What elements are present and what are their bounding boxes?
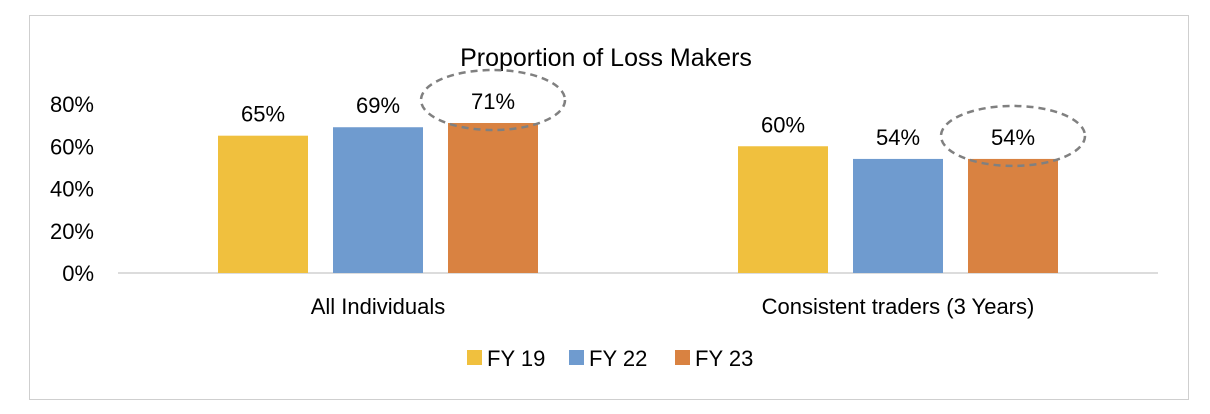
chart-title: Proportion of Loss Makers [460, 44, 752, 72]
data-label: 60% [761, 112, 805, 137]
legend-swatch [467, 350, 482, 365]
legend-swatch [675, 350, 690, 365]
data-label: 65% [241, 102, 285, 127]
y-tick-label: 20% [50, 219, 94, 244]
data-label: 54% [876, 125, 920, 150]
data-label: 71% [471, 89, 515, 114]
bar [968, 158, 1058, 273]
data-label: 69% [356, 93, 400, 118]
legend-swatch [569, 350, 584, 365]
y-tick-label: 40% [50, 177, 94, 202]
bar [448, 123, 538, 273]
bar [333, 127, 423, 273]
x-category-label: Consistent traders (3 Years) [762, 294, 1035, 319]
highlight-ellipse [419, 68, 567, 132]
legend-label: FY 19 [487, 346, 545, 371]
y-axis: 0% 20% 40% 60% 80% [50, 92, 94, 286]
bar [218, 135, 308, 273]
x-category-label: All Individuals [311, 294, 446, 319]
data-label: 54% [991, 125, 1035, 150]
legend-label: FY 23 [695, 346, 753, 371]
y-tick-label: 0% [62, 261, 94, 286]
y-tick-label: 80% [50, 92, 94, 117]
bar [738, 146, 828, 273]
highlight-ellipse [939, 104, 1087, 168]
bars: 65% 69% 71% 60% 54% 54% [218, 68, 1087, 273]
legend-label: FY 22 [589, 346, 647, 371]
legend: FY 19 FY 22 FY 23 [467, 346, 753, 371]
bar [853, 158, 943, 273]
x-axis-labels: All Individuals Consistent traders (3 Yea… [311, 294, 1035, 319]
y-tick-label: 60% [50, 134, 94, 159]
